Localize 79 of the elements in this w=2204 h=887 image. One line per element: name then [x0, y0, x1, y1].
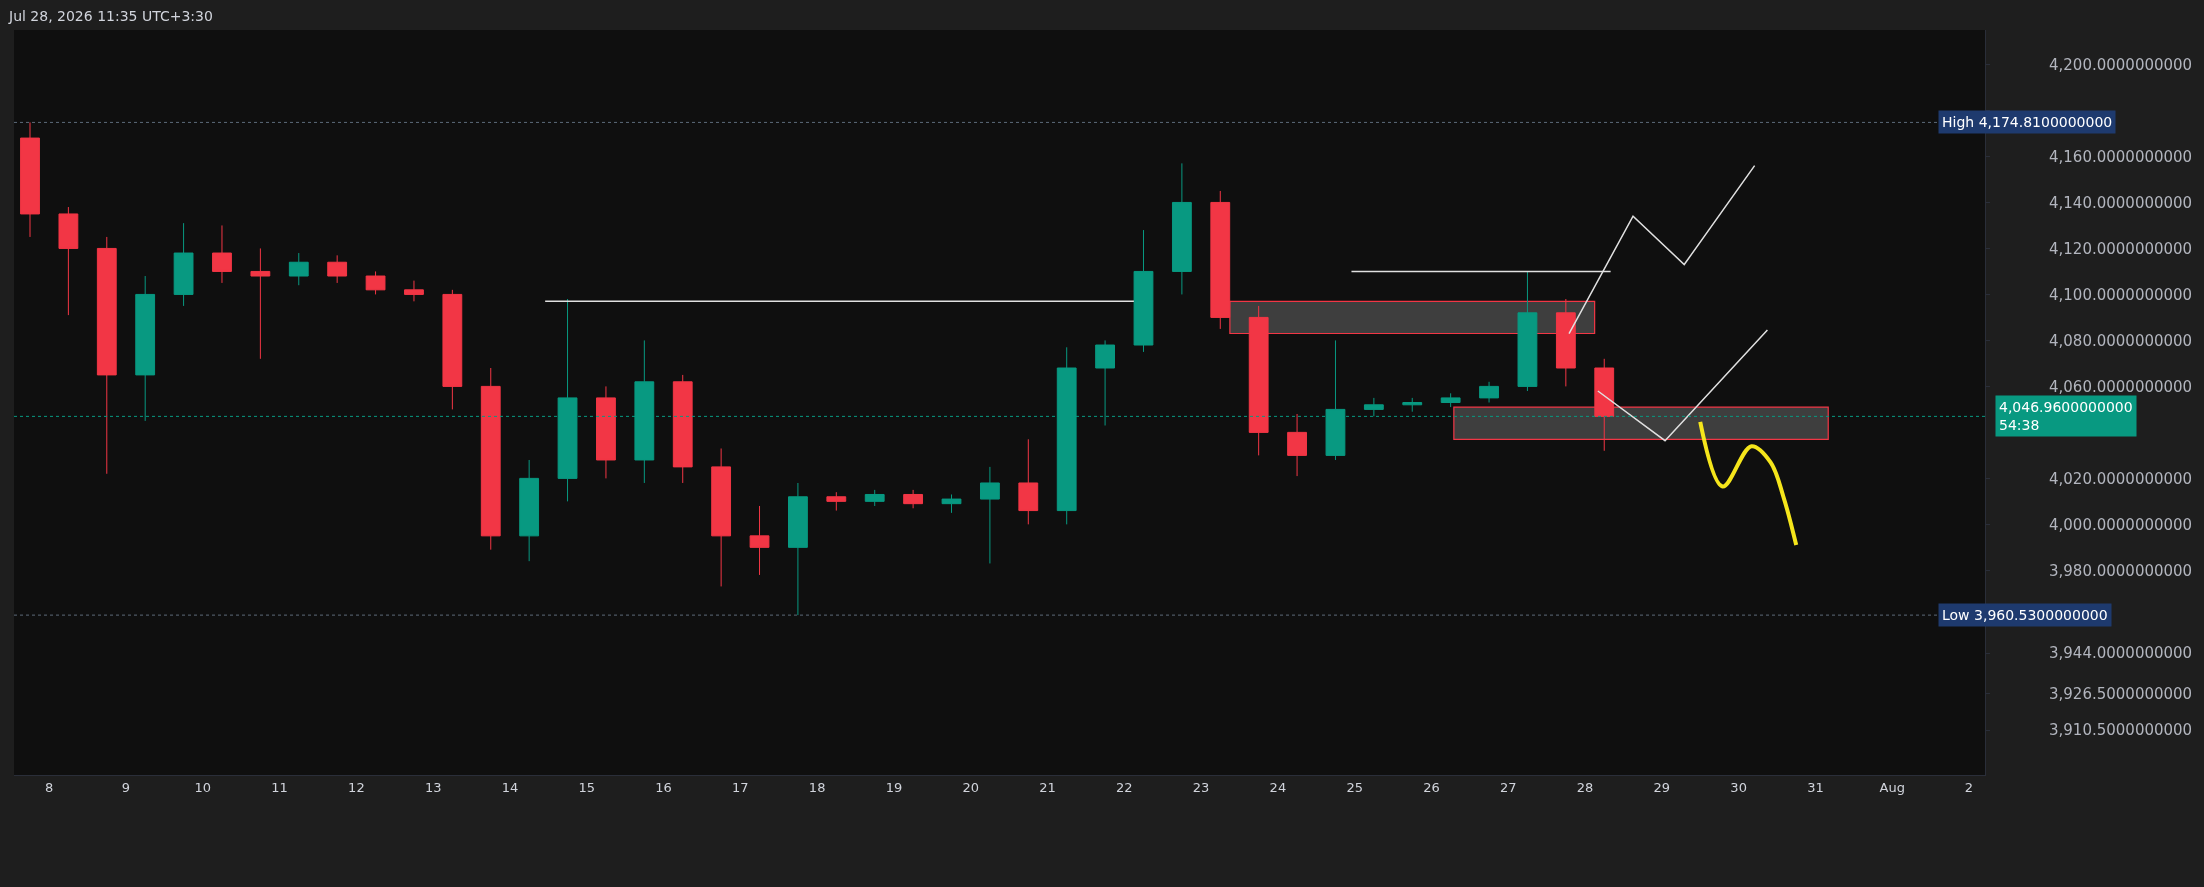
- x-tick-label: 19: [885, 779, 903, 795]
- x-tick-label: 12: [348, 779, 365, 795]
- candlestick: [58, 206, 79, 316]
- x-tick-label: 13: [424, 779, 442, 795]
- y-tick-label: 4,100.0000000000: [2049, 285, 2193, 304]
- x-tick-label: 24: [1269, 779, 1287, 795]
- y-tick-label: 4,120.0000000000: [2049, 239, 2193, 258]
- x-tick-label: 8: [45, 779, 54, 795]
- y-tick-label: 3,910.5000000000: [2049, 721, 2193, 740]
- text: Jul 28, 2026 11:35 UTC+3:30: [8, 8, 213, 24]
- candlestick: [711, 447, 732, 587]
- candlestick: [327, 254, 348, 284]
- x-tick-label: 29: [1653, 779, 1671, 795]
- x-tick-label: Aug: [1879, 779, 1905, 795]
- candlestick: [826, 491, 847, 512]
- candlestick: [1133, 229, 1154, 353]
- x-tick-label: 28: [1576, 779, 1594, 795]
- y-tick-label: 4,060.0000000000: [2049, 377, 2193, 396]
- y-tick-label: 4,000.0000000000: [2049, 515, 2193, 534]
- y-tick-label: 3,944.0000000000: [2049, 644, 2193, 663]
- x-tick-label: 26: [1423, 779, 1440, 795]
- candlestick: [596, 385, 616, 479]
- x-tick-label: 9: [121, 779, 131, 795]
- candlestick: [1594, 358, 1615, 452]
- candlestick: [288, 252, 309, 286]
- candlestick: [979, 466, 1000, 564]
- candlestick: [1018, 438, 1039, 525]
- candlestick: [941, 493, 962, 514]
- y-tick-label: 4,140.0000000000: [2049, 193, 2193, 212]
- y-tick-label: 4,200.0000000000: [2049, 55, 2193, 74]
- ref-line-label: Low 3,960.5300000000: [1942, 607, 2108, 623]
- candlestick: [1171, 162, 1192, 295]
- candlestick: [365, 270, 386, 295]
- x-tick-label: 17: [732, 779, 749, 795]
- x-tick-label: 31: [1807, 779, 1824, 795]
- x-tick-label: 10: [194, 779, 212, 795]
- candlestick: [788, 482, 808, 616]
- x-tick-label: 11: [271, 779, 288, 795]
- x-tick-label: 21: [1039, 779, 1056, 795]
- candlestick: [1479, 381, 1499, 403]
- candlestick: [1517, 270, 1538, 392]
- y-tick-label: 4,020.0000000000: [2049, 469, 2193, 488]
- x-tick-label: 14: [501, 779, 519, 795]
- candlestick: [96, 236, 117, 475]
- x-tick-label: 30: [1730, 779, 1747, 795]
- candlestick: [1287, 413, 1307, 477]
- x-tick-label: 25: [1346, 779, 1363, 795]
- x-tick-label: 23: [1192, 779, 1210, 795]
- y-tick-label: 3,980.0000000000: [2049, 561, 2193, 580]
- candlestick: [250, 247, 271, 360]
- candlestick: [442, 289, 463, 410]
- candlestick: [20, 121, 40, 238]
- candlestick: [1440, 392, 1461, 408]
- x-tick-label: 16: [655, 779, 672, 795]
- x-tick-label: 27: [1499, 779, 1517, 795]
- candlestick: [519, 459, 540, 562]
- x-tick-label: 22: [1116, 779, 1133, 795]
- x-tick-label: 18: [808, 779, 826, 795]
- candlestick: [480, 367, 501, 551]
- candlestick: [212, 224, 232, 284]
- candlestick: [1210, 190, 1231, 330]
- y-tick-label: 4,160.0000000000: [2049, 147, 2193, 166]
- x-tick-label: 15: [578, 779, 596, 795]
- y-tick-label: 4,080.0000000000: [2049, 331, 2193, 350]
- ref-line-label: High 4,174.8100000000: [1942, 114, 2113, 130]
- candlestick: [173, 222, 194, 307]
- x-tick-label: 20: [962, 779, 979, 795]
- candlestick: [1555, 298, 1576, 387]
- ref-line-label: 4,046.9600000000 54:38: [1999, 399, 2133, 434]
- candlestick: [404, 280, 424, 302]
- candlestick: [864, 489, 885, 507]
- candlestick: [1248, 305, 1269, 456]
- candlestick: [1363, 397, 1384, 417]
- candlestick: [749, 505, 770, 576]
- candlestick: [672, 374, 693, 484]
- x-tick-label: 2: [1964, 779, 1974, 795]
- candlestick: [903, 489, 924, 509]
- line-series: [1698, 419, 1799, 548]
- y-tick-label: 3,926.5000000000: [2049, 684, 2193, 703]
